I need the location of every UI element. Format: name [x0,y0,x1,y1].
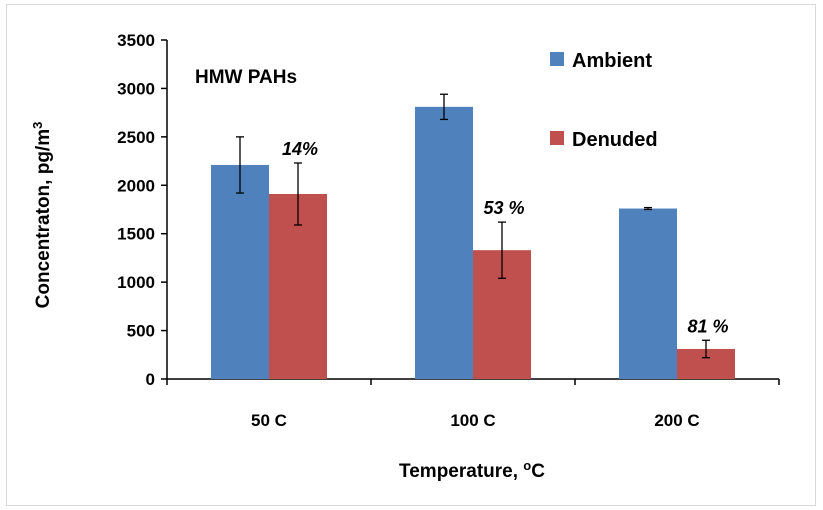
y-tick-label: 0 [146,370,155,389]
legend: Ambient Denuded [550,50,658,151]
y-tick-label: 3000 [117,79,155,98]
legend-swatch-denuded [550,131,564,145]
annotations: 14% 53 % 81 % [282,139,729,336]
y-axis: 0 500 1000 1500 2000 2500 3000 3500 [117,31,168,389]
y-tick-label: 1000 [117,273,155,292]
bar-ambient [619,208,677,379]
legend-label-denuded: Denuded [572,129,658,151]
x-axis-title: Temperature, oC [399,458,545,482]
bars [211,106,735,380]
bar-chart: 0 500 1000 1500 2000 2500 3000 3500 50 C 100 C 20… [30,31,780,482]
y-tick-label: 3500 [117,31,155,50]
chart-title: HMW PAHs [195,67,297,88]
y-axis-title: Concentraton, pg/m3 [30,122,54,309]
y-tick-label: 2500 [117,128,155,147]
bar-ambient [211,164,269,379]
x-axis: 50 C 100 C 200 C [166,378,780,430]
y-tick-label: 1500 [117,225,155,244]
bar-ambient [415,106,473,380]
legend-label-ambient: Ambient [572,50,652,72]
y-tick-label: 500 [127,322,155,341]
reduction-label: 14% [282,139,318,159]
chart-frame: 0 500 1000 1500 2000 2500 3000 3500 50 C 100 C 20… [6,4,816,506]
error-bars [236,93,710,359]
y-tick-label: 2000 [117,176,155,195]
reduction-label: 81 % [687,316,728,336]
x-tick-label: 50 C [251,411,287,430]
x-tick-label: 100 C [450,411,495,430]
x-tick-label: 200 C [654,411,699,430]
reduction-label: 53 % [483,198,524,218]
legend-swatch-ambient [550,52,564,66]
